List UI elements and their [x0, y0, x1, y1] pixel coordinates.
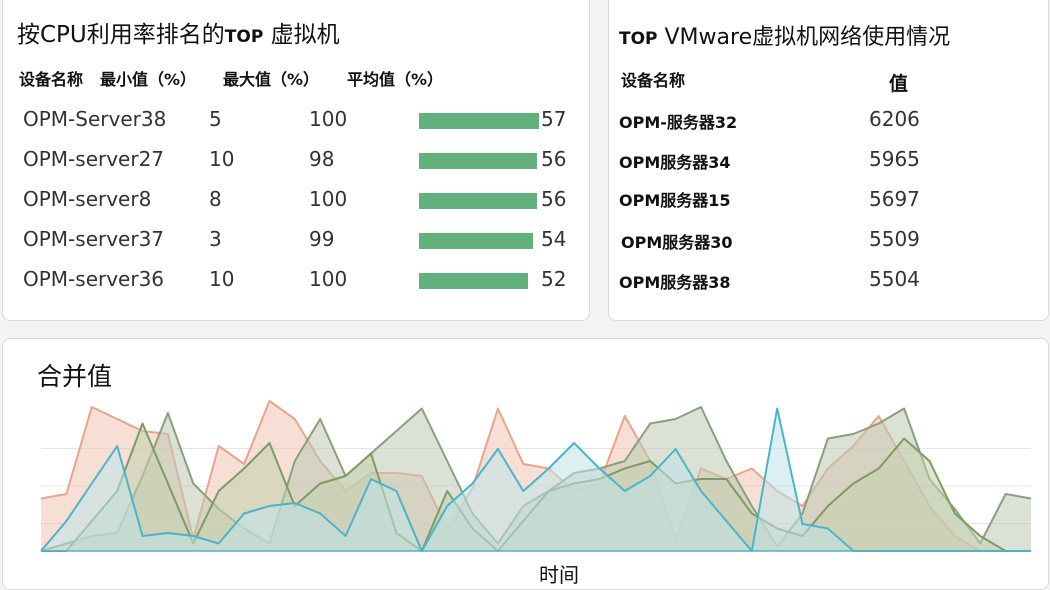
avg-bar	[419, 233, 533, 249]
min-value: 5	[209, 107, 222, 131]
net-value: 6206	[869, 107, 920, 131]
max-value: 100	[309, 187, 348, 211]
max-value: 98	[309, 147, 335, 171]
avg-value: 57	[541, 107, 567, 131]
max-value: 100	[309, 107, 348, 131]
chart-title: 合并值	[37, 362, 113, 391]
col-header-max[interactable]: 最大值（%）	[223, 70, 320, 89]
device-name[interactable]: OPM服务器15	[619, 191, 731, 210]
avg-value: 52	[541, 267, 567, 291]
net-value: 5965	[869, 147, 920, 171]
device-name[interactable]: OPM-server36	[23, 267, 165, 291]
min-value: 10	[209, 147, 235, 171]
min-value: 8	[209, 187, 222, 211]
device-name[interactable]: OPM-server37	[23, 227, 165, 251]
net-value: 5504	[869, 267, 920, 291]
avg-bar	[419, 113, 539, 129]
avg-bar	[419, 153, 537, 169]
vmware-network-usage-widget: TOP VMware虚拟机网络使用情况 设备名称 值 OPM-服务器32 620…	[608, 0, 1049, 321]
max-value: 99	[309, 227, 335, 251]
col-header-value[interactable]: 值	[889, 73, 909, 95]
device-name[interactable]: OPM-server27	[23, 147, 165, 171]
combined-values-widget: 合并值 时间	[2, 338, 1049, 590]
avg-bar	[419, 193, 537, 209]
col-header-min[interactable]: 最小值（%）	[100, 70, 197, 89]
combined-area-chart[interactable]	[3, 339, 1048, 589]
device-name[interactable]: OPM服务器34	[619, 153, 731, 172]
min-value: 10	[209, 267, 235, 291]
avg-bar	[419, 273, 528, 289]
device-name[interactable]: OPM-Server38	[23, 107, 167, 131]
net-value: 5697	[869, 187, 920, 211]
x-axis-label: 时间	[539, 563, 579, 587]
device-name[interactable]: OPM服务器30	[621, 233, 733, 252]
avg-value: 56	[541, 147, 567, 171]
col-header-device-name[interactable]: 设备名称	[621, 71, 686, 90]
cpu-top-vms-widget: 按CPU利用率排名的TOP 虚拟机 设备名称 最小值（%） 最大值（%） 平均值…	[2, 0, 590, 321]
max-value: 100	[309, 267, 348, 291]
device-name[interactable]: OPM-服务器32	[619, 113, 738, 132]
device-name[interactable]: OPM服务器38	[619, 273, 731, 292]
col-header-device-name[interactable]: 设备名称	[19, 70, 84, 89]
device-name[interactable]: OPM-server8	[23, 187, 152, 211]
cpu-widget-title: 按CPU利用率排名的TOP 虚拟机	[17, 22, 340, 48]
min-value: 3	[209, 227, 222, 251]
col-header-avg[interactable]: 平均值（%）	[347, 70, 444, 89]
net-widget-title: TOP VMware虚拟机网络使用情况	[619, 25, 951, 50]
avg-value: 56	[541, 187, 567, 211]
net-value: 5509	[869, 227, 920, 251]
avg-value: 54	[541, 227, 567, 251]
